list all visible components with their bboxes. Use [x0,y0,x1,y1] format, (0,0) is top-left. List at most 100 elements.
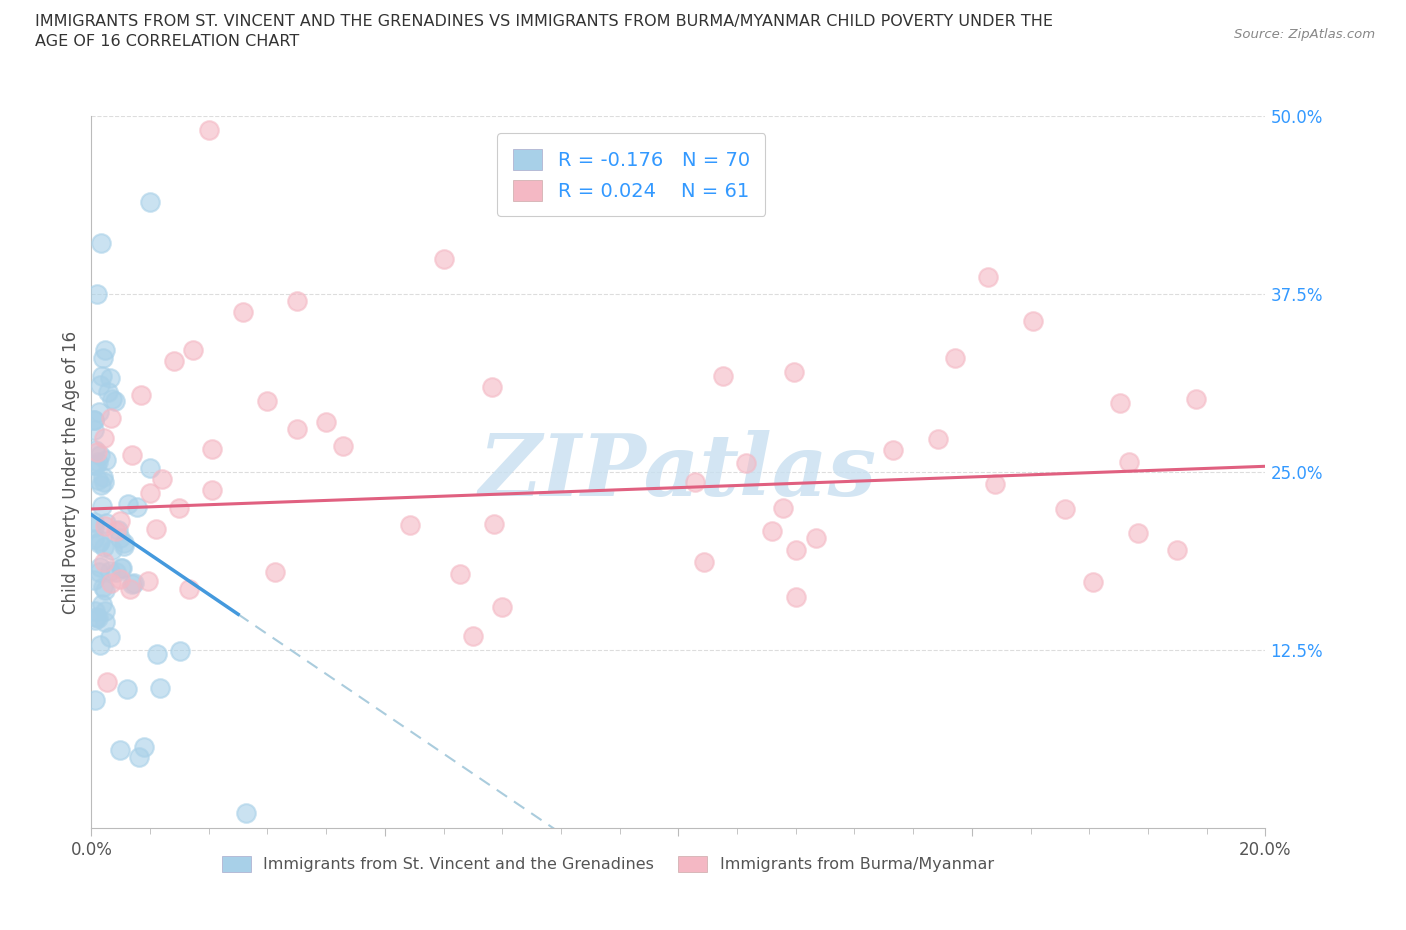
Point [129,388,152,403]
Point [83,572,105,587]
Point [139,194,162,209]
Point [86,286,108,301]
Point [83,532,105,547]
Point [89,447,111,462]
Point [315,415,337,430]
Point [93,519,115,534]
Point [84,609,107,624]
Point [1054,501,1077,516]
Point [146,646,169,661]
Point [94,343,117,358]
Point [89,559,111,574]
Point [98,370,121,385]
Point [117,497,139,512]
Point [121,577,143,591]
Point [785,590,807,604]
Legend: Immigrants from St. Vincent and the Grenadines, Immigrants from Burma/Myanmar: Immigrants from St. Vincent and the Gren… [214,847,1002,880]
Point [93,474,115,489]
Point [89,378,111,392]
Point [139,460,162,475]
Y-axis label: Child Poverty Under the Age of 16: Child Poverty Under the Age of 16 [62,330,80,614]
Point [122,576,145,591]
Point [104,524,127,538]
Point [783,365,806,379]
Point [111,560,134,575]
Point [232,305,254,320]
Point [83,692,105,707]
Point [804,531,827,546]
Point [772,501,794,516]
Point [683,475,706,490]
Text: Source: ZipAtlas.com: Source: ZipAtlas.com [1234,28,1375,41]
Point [90,236,112,251]
Point [98,564,121,578]
Point [734,456,756,471]
Point [1022,313,1045,328]
Point [169,644,191,658]
Point [1081,575,1104,590]
Point [83,423,105,438]
Point [83,458,105,472]
Point [882,443,904,458]
Text: ZIPatlas: ZIPatlas [479,431,877,513]
Point [201,442,224,457]
Point [84,458,107,472]
Point [163,353,186,368]
Point [256,393,278,408]
Point [93,555,115,570]
Point [117,682,139,697]
Point [1184,392,1206,406]
Point [112,538,135,553]
Point [89,533,111,548]
Point [134,739,156,754]
Point [120,581,142,596]
Point [1108,396,1130,411]
Point [177,582,200,597]
Point [87,565,110,579]
Point [94,582,117,597]
Point [449,567,471,582]
Point [139,485,162,500]
Point [104,565,127,579]
Point [84,604,107,618]
Point [332,439,354,454]
Point [285,422,308,437]
Point [263,565,285,580]
Point [94,615,117,630]
Point [87,455,110,470]
Point [481,380,503,395]
Point [112,536,135,551]
Point [692,555,714,570]
Point [110,561,132,576]
Point [90,368,112,383]
Point [235,805,257,820]
Point [138,573,160,588]
Point [91,596,114,611]
Text: AGE OF 16 CORRELATION CHART: AGE OF 16 CORRELATION CHART [35,34,299,49]
Point [110,572,132,587]
Point [83,412,105,427]
Point [89,405,111,419]
Point [87,611,110,626]
Point [128,750,150,764]
Point [93,431,115,445]
Point [110,742,132,757]
Point [1118,455,1140,470]
Point [84,612,107,627]
Point [94,515,117,530]
Point [977,270,1000,285]
Point [89,638,111,653]
Point [91,580,114,595]
Point [96,675,118,690]
Point [984,477,1007,492]
Point [482,516,505,531]
Point [491,600,513,615]
Text: IMMIGRANTS FROM ST. VINCENT AND THE GRENADINES VS IMMIGRANTS FROM BURMA/MYANMAR : IMMIGRANTS FROM ST. VINCENT AND THE GREN… [35,14,1053,29]
Point [145,522,167,537]
Point [927,432,949,446]
Point [93,604,115,618]
Point [100,410,122,425]
Point [94,452,117,467]
Point [785,543,807,558]
Point [87,536,110,551]
